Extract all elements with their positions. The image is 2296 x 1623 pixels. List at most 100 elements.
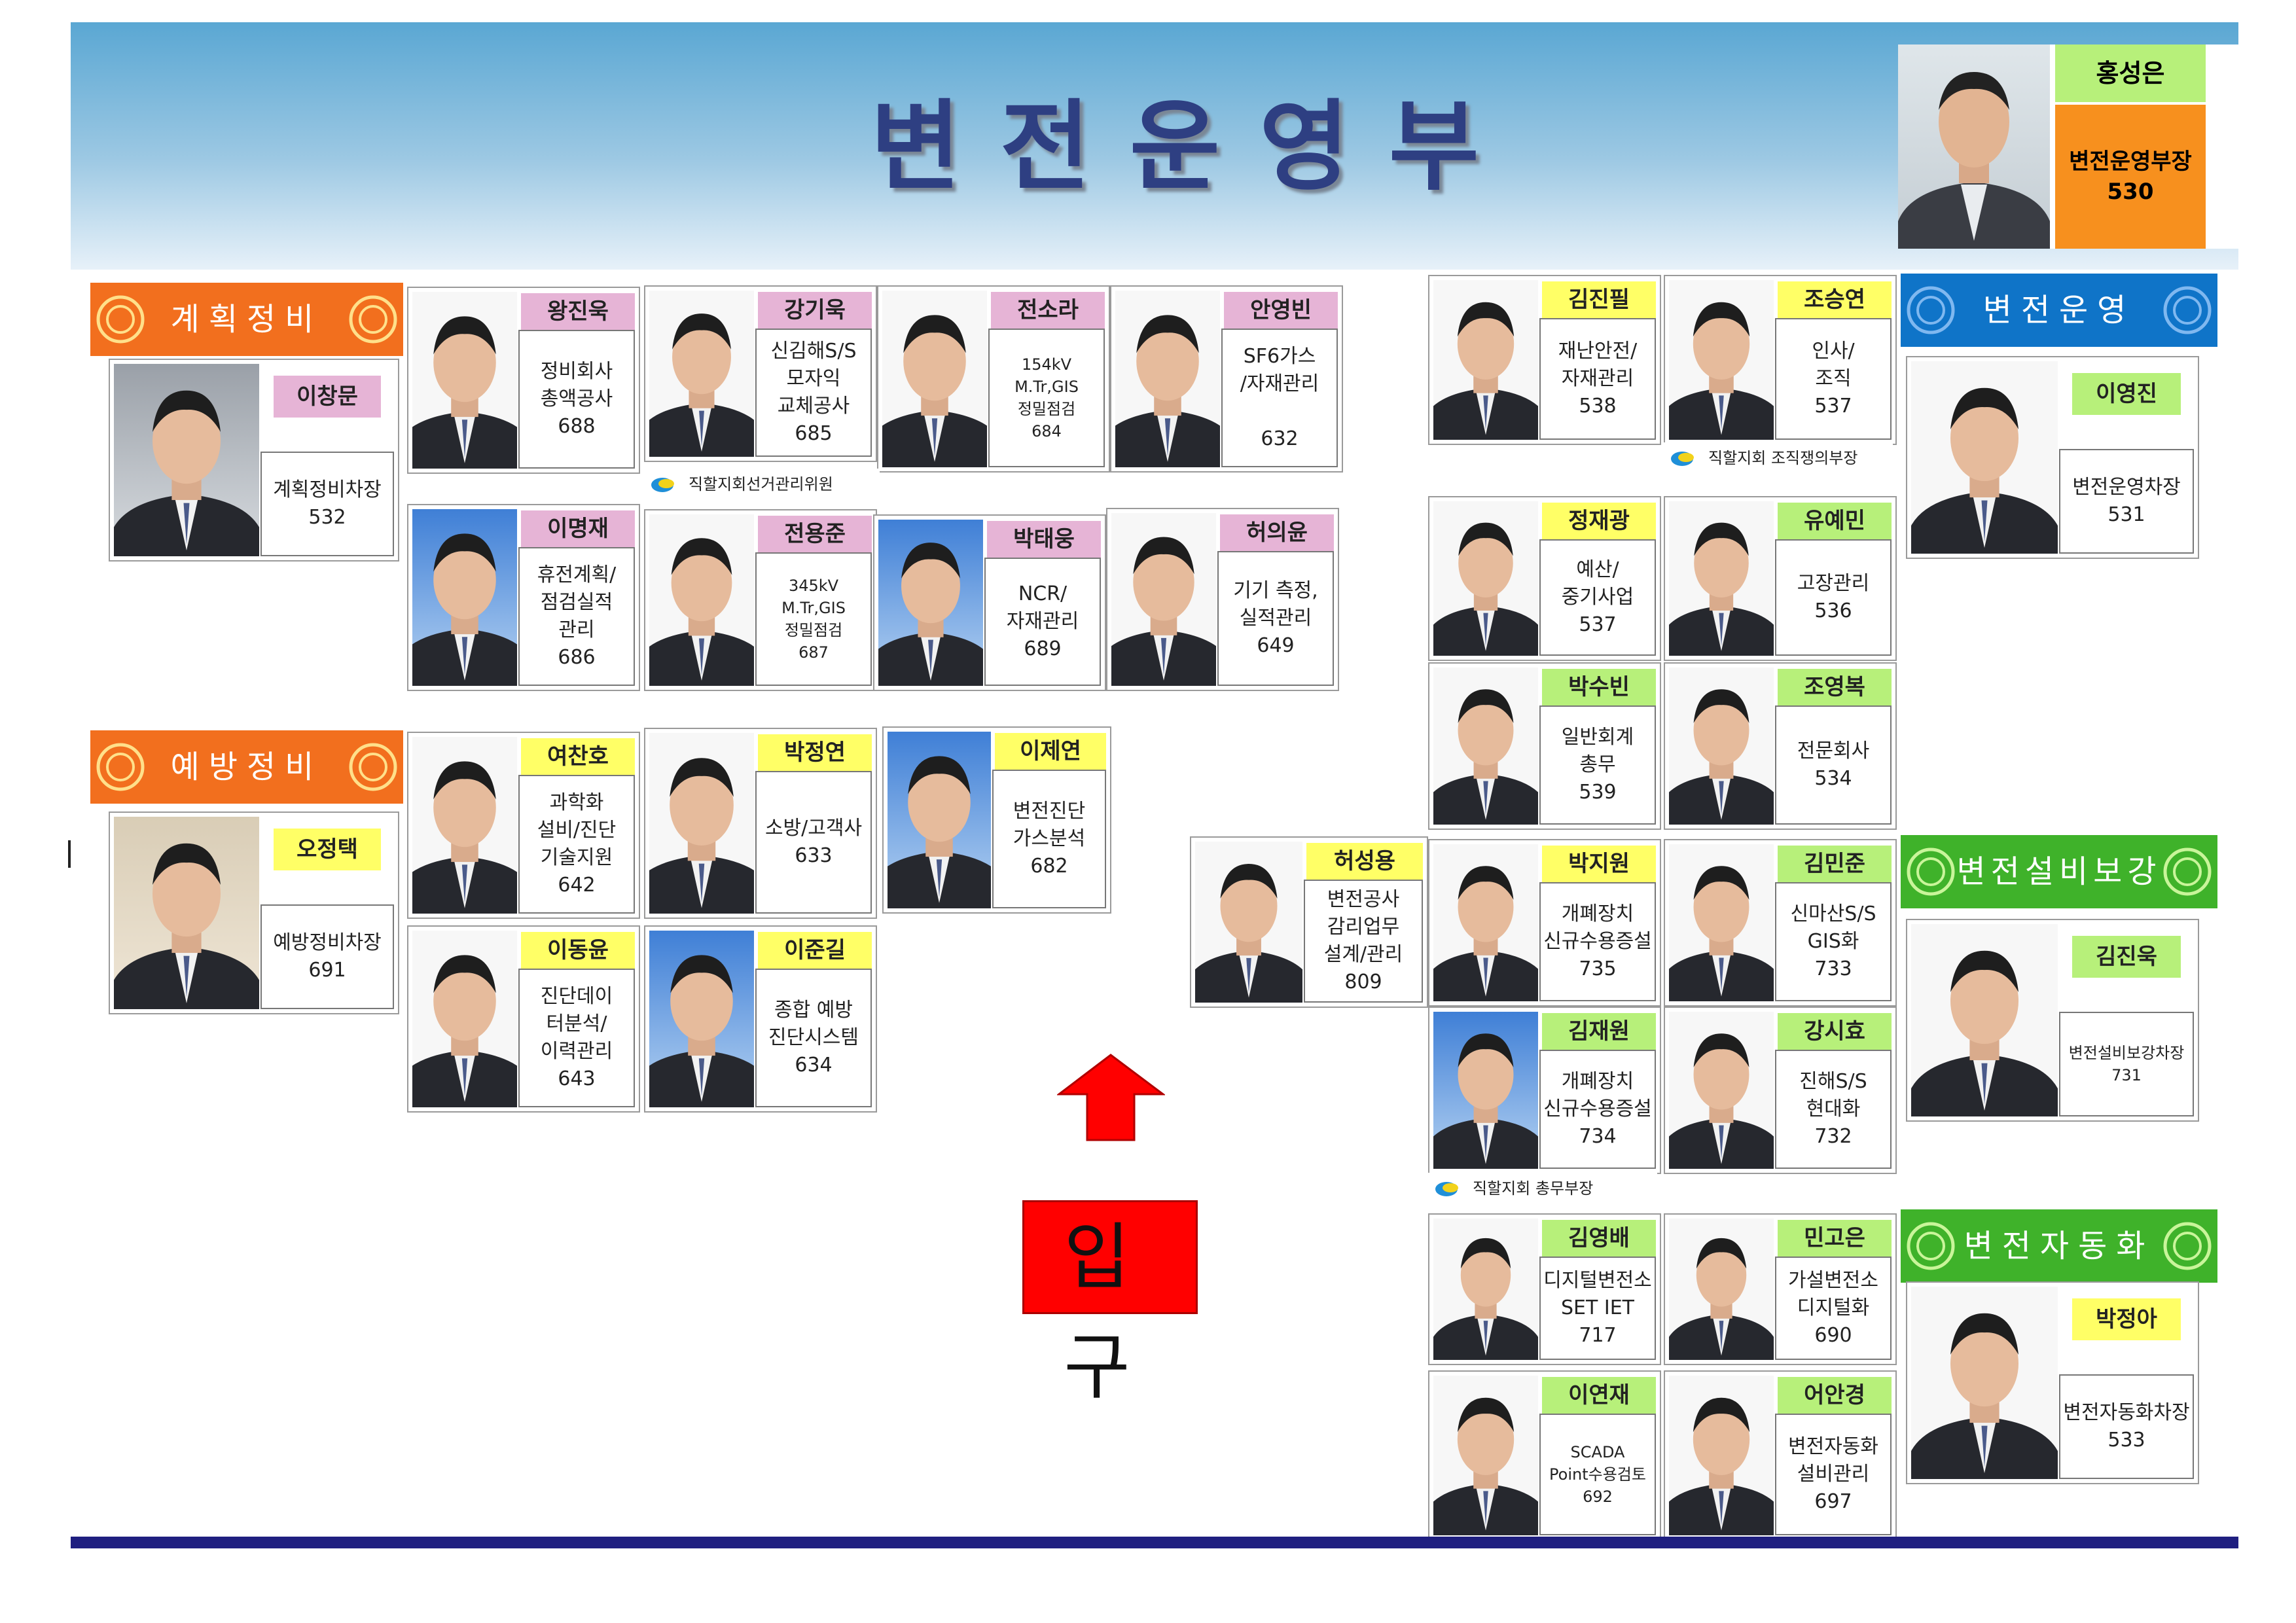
staff-card: 허의윤 기기 측정, 실적관리 649	[1106, 508, 1339, 691]
staff-duty: NCR/자재관리 689	[984, 558, 1101, 686]
staff-duty: 변전운영차장 531	[2059, 449, 2194, 554]
staff-duty-line: 과학화	[549, 791, 604, 814]
person-silhouette-icon	[1898, 72, 2050, 249]
staff-photo	[1669, 1012, 1774, 1169]
staff-photo	[649, 733, 754, 914]
staff-duty-line: 735	[1579, 957, 1617, 980]
section-planning-label: 계획정비	[170, 301, 323, 338]
staff-card: 정재광 예산/중기사업 537	[1428, 496, 1661, 661]
person-silhouette-icon	[1433, 1033, 1538, 1169]
staff-photo	[649, 514, 754, 686]
head-photo	[1898, 45, 2050, 249]
staff-duty-line: M.Tr,GIS	[1014, 378, 1079, 396]
staff-duty-line: 종합 예방	[774, 999, 853, 1022]
person-silhouette-icon	[412, 533, 517, 686]
staff-card: 김민준 신마산S/S GIS화 733	[1664, 839, 1897, 1007]
entrance-label: 입 구	[1064, 1215, 1157, 1409]
staff-duty-line: 533	[2108, 1429, 2145, 1452]
person-silhouette-icon	[1111, 537, 1216, 686]
staff-duty-line: 가설변전소	[1788, 1269, 1878, 1292]
staff-duty-line: 디지털변전소	[1543, 1269, 1652, 1292]
staff-card: 이영진 변전운영차장 531	[1906, 356, 2199, 559]
staff-duty-line: 682	[1030, 855, 1068, 878]
union-emblem-icon	[1906, 1221, 1956, 1271]
staff-name: 이제연	[995, 733, 1106, 770]
staff-duty-line: 소방/고객사	[764, 817, 863, 840]
staff-duty-line: 717	[1579, 1324, 1617, 1347]
staff-duty: 진해S/S 현대화 732	[1775, 1050, 1892, 1169]
staff-duty: 휴전계획/점검실적 관리 686	[518, 547, 635, 686]
staff-card: 이제연 변전진단 가스분석 682	[882, 726, 1111, 914]
staff-name: 이준길	[758, 932, 872, 969]
person-silhouette-icon	[882, 315, 987, 467]
staff-duty: 변전진단 가스분석 682	[992, 770, 1106, 908]
staff-card: 이연재 SCADA Point수용검토 692	[1428, 1370, 1661, 1541]
person-silhouette-icon	[878, 543, 983, 686]
bottom-rule	[71, 1537, 2238, 1548]
staff-name: 이창문	[274, 376, 381, 418]
staff-duty-line: 536	[1814, 599, 1852, 622]
staff-duty: 진단데이 터분석/이력관리 643	[518, 969, 635, 1107]
staff-photo	[649, 291, 754, 457]
staff-photo	[1669, 1219, 1774, 1360]
staff-name: 어안경	[1778, 1377, 1892, 1414]
staff-duty-line: 732	[1814, 1125, 1852, 1148]
section-facility-label: 변전설비보강	[1956, 853, 2162, 890]
head-title-ext: 530	[2107, 179, 2154, 205]
staff-duty-line: 고장관리	[1797, 572, 1870, 595]
person-silhouette-icon	[1115, 315, 1220, 467]
staff-duty-line: 643	[558, 1067, 596, 1090]
staff-duty-line: 현대화	[1806, 1097, 1861, 1120]
staff-duty-line: 진해S/S	[1799, 1070, 1867, 1093]
staff-name: 정재광	[1542, 503, 1656, 539]
staff-name: 이명재	[521, 510, 635, 547]
staff-duty-line: 538	[1579, 395, 1617, 418]
staff-duty: 계획정비차장 532	[260, 452, 394, 556]
staff-duty-line: 기술지원	[540, 846, 613, 869]
staff-duty-line: 변전자동화차장	[2063, 1401, 2190, 1424]
staff-duty-line: 634	[795, 1054, 833, 1077]
staff-duty-line: 변전운영차장	[2072, 476, 2181, 499]
staff-duty: 신마산S/S GIS화 733	[1775, 882, 1892, 1001]
staff-duty-line: GIS화	[1807, 930, 1859, 953]
staff-duty: 고장관리 536	[1775, 539, 1892, 656]
staff-duty-line: 733	[1814, 957, 1852, 980]
note-organizer-text: 직할지회 조직쟁의부장	[1708, 449, 1858, 467]
staff-name: 박정아	[2072, 1298, 2181, 1340]
staff-duty-line: 633	[795, 844, 833, 867]
staff-duty: 개폐장치 신규수용증설 735	[1539, 882, 1656, 1001]
staff-card: 왕진욱 정비회사 총액공사 688	[407, 287, 640, 474]
staff-duty: 345kV M.Tr,GIS 정밀점검 687	[755, 552, 872, 686]
staff-duty-line: 345kV	[788, 577, 839, 595]
union-emblem-icon	[1906, 847, 1956, 897]
staff-photo	[1111, 513, 1216, 686]
staff-duty-line: /자재관리	[1240, 372, 1319, 395]
staff-photo	[1433, 1376, 1538, 1535]
staff-name: 오정택	[274, 829, 381, 870]
union-emblem-icon	[2162, 847, 2212, 897]
text-cursor-mark	[68, 840, 71, 868]
header-banner	[71, 22, 2238, 270]
staff-name: 유예민	[1778, 503, 1892, 539]
person-silhouette-icon	[649, 955, 754, 1107]
staff-photo	[1669, 280, 1774, 440]
staff-duty-line: 687	[798, 643, 829, 662]
staff-name: 허성용	[1306, 843, 1423, 880]
staff-duty-line: 감리업무	[1327, 916, 1400, 938]
staff-card: 강시효 진해S/S 현대화 732	[1664, 1007, 1897, 1174]
staff-card: 허성용 변전공사 감리업무 설계/관리 809	[1190, 836, 1428, 1008]
staff-photo	[882, 291, 987, 467]
staff-duty-line: 685	[795, 422, 833, 445]
person-silhouette-icon	[649, 758, 754, 914]
staff-card: 박지원 개폐장치 신규수용증설 735	[1428, 839, 1661, 1007]
staff-duty-line: 697	[1814, 1490, 1852, 1513]
staff-name: 박태웅	[987, 521, 1101, 558]
person-silhouette-icon	[1433, 302, 1538, 440]
staff-duty-line: 변전진단	[1013, 800, 1086, 823]
staff-duty-line: 537	[1814, 395, 1852, 418]
staff-duty-line: 정밀점검	[1017, 400, 1076, 418]
note-election-text: 직할지회선거관리위원	[689, 475, 833, 493]
staff-duty: 변전공사 감리업무 설계/관리 809	[1304, 880, 1423, 1003]
staff-card: 이명재 휴전계획/점검실적 관리 686	[407, 504, 640, 691]
section-operation-label: 변전운영	[1982, 292, 2136, 329]
